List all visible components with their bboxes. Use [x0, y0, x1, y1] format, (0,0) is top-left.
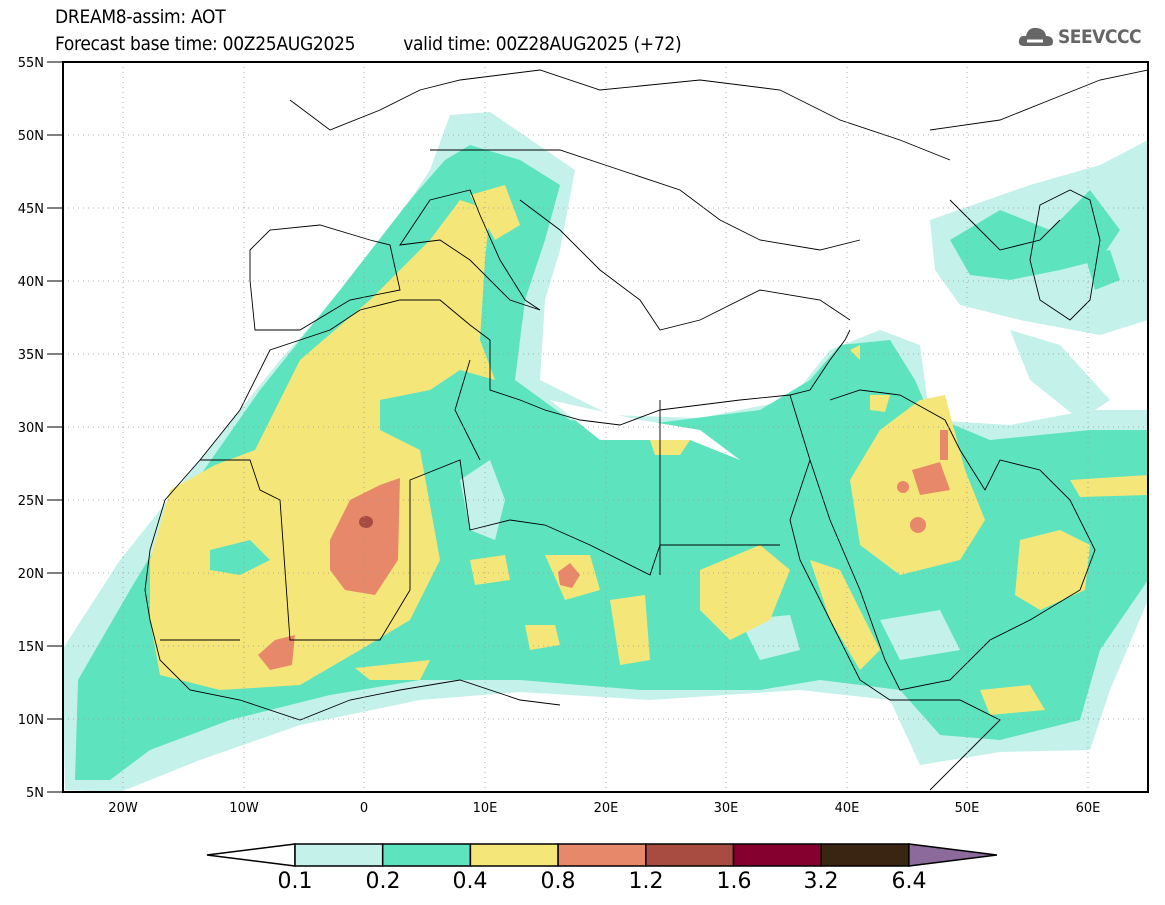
lon-label: 40E	[835, 801, 860, 816]
lon-label: 20W	[108, 801, 138, 816]
lat-label: 50N	[18, 129, 44, 144]
colorbar	[206, 843, 997, 867]
colorbar-swatch	[645, 843, 735, 867]
colorbar-label: 0.8	[541, 869, 576, 894]
colorbar-label: 0.1	[278, 869, 313, 894]
lat-label: 40N	[18, 275, 44, 290]
lon-labels: 20W 10W 0 10E 20E 30E 40E 50E 60E	[108, 801, 1100, 816]
lat-label: 5N	[26, 786, 44, 801]
colorbar-swatch	[294, 843, 384, 867]
aot-level-0.2-patches	[210, 540, 270, 575]
colorbar-swatch	[820, 843, 910, 867]
coastlines	[144, 69, 1148, 791]
colorbar-label: 0.2	[366, 869, 401, 894]
cloud-logo-icon	[1018, 27, 1053, 46]
logo-text: SEEVCCC	[1058, 26, 1142, 48]
lon-label: 0	[360, 801, 368, 816]
aot-level-0.8	[258, 430, 950, 670]
base-time: Forecast base time: 00Z25AUG2025	[55, 33, 356, 55]
aot-level-0.1-patches	[460, 460, 960, 660]
aot-level-1.2	[359, 516, 373, 528]
lon-label: 10E	[473, 801, 498, 816]
valid-time: valid time: 00Z28AUG2025 (+72)	[403, 33, 682, 55]
lon-label: 50E	[955, 801, 980, 816]
lat-labels: 55N 50N 45N 40N 35N 30N 25N 20N 15N 10N …	[18, 56, 44, 801]
colorbar-swatch	[732, 843, 822, 867]
lat-label: 30N	[18, 421, 44, 436]
colorbar-label: 0.4	[453, 869, 488, 894]
lat-label: 45N	[18, 202, 44, 217]
lat-label: 15N	[18, 640, 44, 655]
lon-label: 20E	[594, 801, 619, 816]
lat-label: 25N	[18, 494, 44, 509]
seevccc-logo: SEEVCCC	[1018, 24, 1142, 50]
colorbar-label: 1.2	[629, 869, 664, 894]
colorbar-label: 6.4	[892, 869, 927, 894]
lon-label: 60E	[1076, 801, 1101, 816]
clean-air-patches	[550, 400, 740, 460]
colorbar-swatch	[381, 843, 472, 867]
chart-title: DREAM8-assim: AOT	[55, 6, 226, 28]
lat-label: 20N	[18, 567, 44, 582]
lat-label: 10N	[18, 713, 44, 728]
lon-label: 30E	[714, 801, 739, 816]
colorbar-swatch	[469, 843, 559, 867]
colorbar-swatch	[557, 843, 647, 867]
graticule	[63, 62, 1148, 792]
lon-label: 10W	[229, 801, 259, 816]
colorbar-arrow-low	[206, 843, 296, 867]
time-info: Forecast base time: 00Z25AUG2025 valid ti…	[55, 33, 682, 55]
lat-label: 35N	[18, 348, 44, 363]
colorbar-label: 1.6	[717, 869, 752, 894]
lat-label: 55N	[18, 56, 44, 71]
colorbar-label: 3.2	[804, 869, 839, 894]
colorbar-arrow-high	[908, 843, 997, 867]
colorbar-labels: 0.1 0.2 0.4 0.8 1.2 1.6 3.2 6.4	[278, 869, 927, 894]
